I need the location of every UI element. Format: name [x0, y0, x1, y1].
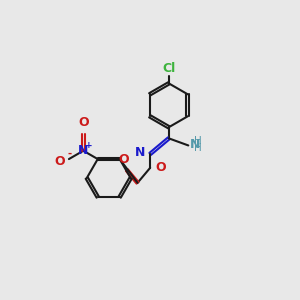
Text: O: O	[55, 155, 65, 168]
Text: N: N	[135, 146, 145, 159]
Text: O: O	[155, 161, 166, 174]
Text: Cl: Cl	[162, 61, 175, 75]
Text: H: H	[194, 136, 202, 146]
Text: H: H	[194, 143, 202, 153]
Text: N: N	[78, 144, 88, 157]
Text: N: N	[190, 138, 200, 151]
Text: +: +	[85, 141, 92, 150]
Text: O: O	[119, 153, 129, 166]
Text: -: -	[68, 149, 72, 159]
Text: O: O	[78, 116, 88, 130]
